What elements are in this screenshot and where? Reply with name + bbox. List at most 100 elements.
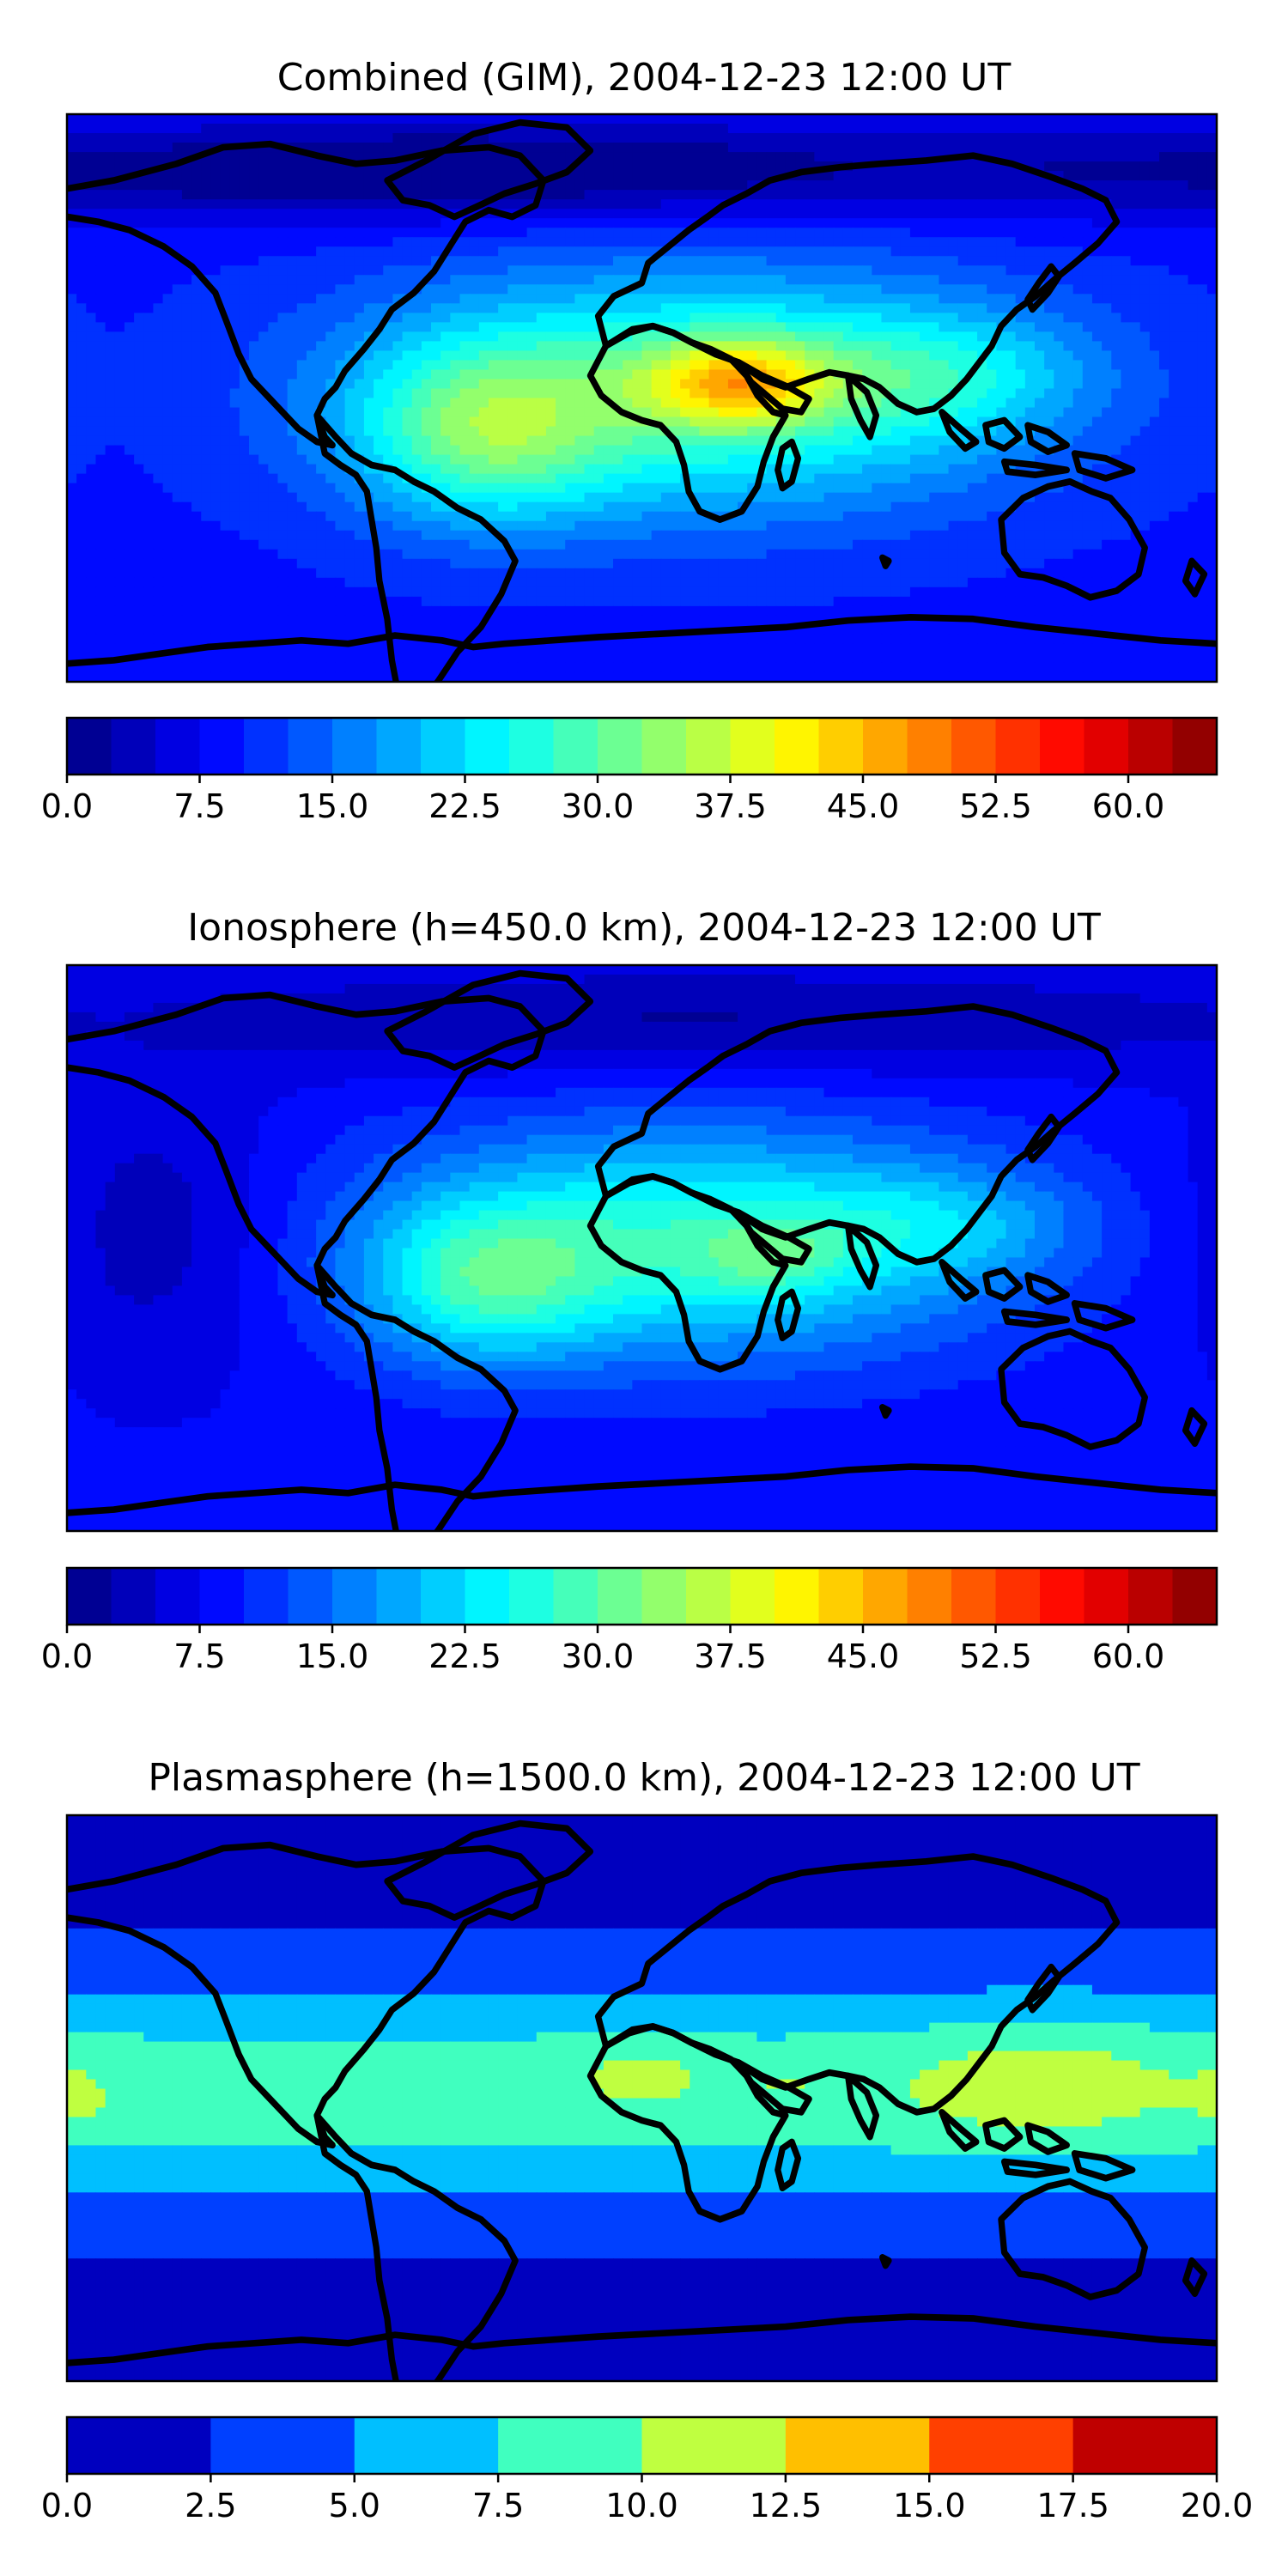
heatmap-cell: [307, 237, 317, 247]
heatmap-cell: [1016, 152, 1026, 162]
heatmap-cell: [585, 209, 595, 219]
heatmap-cell: [143, 388, 154, 398]
heatmap-cell: [76, 331, 87, 342]
heatmap-cell: [738, 284, 748, 295]
heatmap-cell: [958, 143, 969, 153]
heatmap-cell: [1063, 228, 1073, 238]
heatmap-cell: [594, 502, 605, 513]
heatmap-cell: [604, 474, 614, 484]
heatmap-cell: [1198, 171, 1208, 181]
heatmap-cell: [335, 228, 345, 238]
heatmap-cell: [1006, 180, 1017, 191]
heatmap-cell: [949, 246, 959, 257]
heatmap-cell: [364, 237, 374, 247]
heatmap-cell: [173, 133, 183, 143]
heatmap-cell: [134, 493, 144, 503]
heatmap-cell: [604, 237, 614, 247]
heatmap-cell: [719, 152, 729, 162]
heatmap-cell: [632, 388, 642, 398]
heatmap-cell: [661, 275, 671, 285]
heatmap-cell: [1188, 256, 1199, 266]
heatmap-cell: [489, 228, 499, 238]
heatmap-cell: [431, 237, 441, 247]
heatmap-cell: [1073, 398, 1084, 409]
heatmap-cell: [996, 474, 1006, 484]
heatmap-cell: [268, 493, 278, 503]
heatmap-cell: [776, 284, 787, 295]
heatmap-cell: [470, 483, 480, 494]
heatmap-cell: [422, 360, 432, 370]
heatmap-cell: [76, 303, 87, 313]
heatmap-cell: [805, 256, 815, 266]
heatmap-cell: [853, 303, 863, 313]
heatmap-cell: [364, 313, 374, 323]
heatmap-cell: [786, 493, 796, 503]
heatmap-cell: [728, 303, 738, 313]
heatmap-cell: [756, 284, 767, 295]
heatmap-cell: [268, 152, 278, 162]
heatmap-cell: [843, 483, 854, 494]
heatmap-cell: [76, 493, 87, 503]
heatmap-cell: [767, 152, 777, 162]
heatmap-cell: [153, 180, 163, 191]
heatmap-cell: [459, 161, 470, 172]
heatmap-cell: [297, 398, 307, 409]
heatmap-cell: [1198, 331, 1208, 342]
heatmap-cell: [814, 455, 824, 465]
heatmap-cell: [507, 483, 518, 494]
heatmap-cell: [325, 124, 336, 134]
heatmap-cell: [834, 483, 844, 494]
heatmap-cell: [1198, 209, 1208, 219]
heatmap-cell: [872, 313, 882, 323]
heatmap-cell: [115, 446, 125, 456]
heatmap-cell: [1169, 143, 1179, 153]
heatmap-cell: [1188, 275, 1199, 285]
heatmap-cell: [1025, 313, 1036, 323]
heatmap-cell: [968, 284, 978, 295]
heatmap-cell: [642, 474, 653, 484]
heatmap-cell: [671, 209, 681, 219]
heatmap-cell: [939, 161, 949, 172]
heatmap-cell: [786, 209, 796, 219]
heatmap-cell: [671, 474, 681, 484]
heatmap-cell: [517, 360, 527, 370]
heatmap-cell: [258, 350, 269, 361]
heatmap-cell: [95, 379, 106, 389]
heatmap-cell: [517, 493, 527, 503]
heatmap-cell: [556, 209, 566, 219]
heatmap-cell: [258, 417, 269, 428]
heatmap-cell: [805, 114, 815, 125]
heatmap-cell: [201, 465, 211, 475]
heatmap-cell: [392, 256, 403, 266]
heatmap-cell: [86, 256, 96, 266]
heatmap-cell: [470, 465, 480, 475]
heatmap-cell: [431, 350, 441, 361]
heatmap-cell: [412, 388, 422, 398]
heatmap-cell: [134, 465, 144, 475]
heatmap-cell: [67, 408, 77, 418]
heatmap-cell: [565, 256, 575, 266]
heatmap-cell: [690, 408, 700, 418]
heatmap-cell: [374, 284, 384, 295]
heatmap-cell: [1150, 133, 1160, 143]
heatmap-cell: [249, 455, 259, 465]
heatmap-cell: [613, 379, 623, 389]
heatmap-cell: [556, 379, 566, 389]
heatmap-cell: [364, 218, 374, 228]
heatmap-cell: [1044, 124, 1054, 134]
heatmap-cell: [537, 322, 547, 332]
heatmap-cell: [95, 465, 106, 475]
heatmap-cell: [767, 161, 777, 172]
heatmap-cell: [604, 228, 614, 238]
heatmap-cell: [201, 114, 211, 125]
heatmap-cell: [182, 246, 192, 257]
heatmap-cell: [910, 294, 920, 304]
heatmap-cell: [738, 331, 748, 342]
heatmap-cell: [652, 228, 662, 238]
heatmap-cell: [719, 303, 729, 313]
heatmap-cell: [824, 218, 835, 228]
heatmap-cell: [968, 114, 978, 125]
heatmap-cell: [1121, 199, 1131, 210]
heatmap-cell: [1016, 388, 1026, 398]
heatmap-cell: [1150, 161, 1160, 172]
